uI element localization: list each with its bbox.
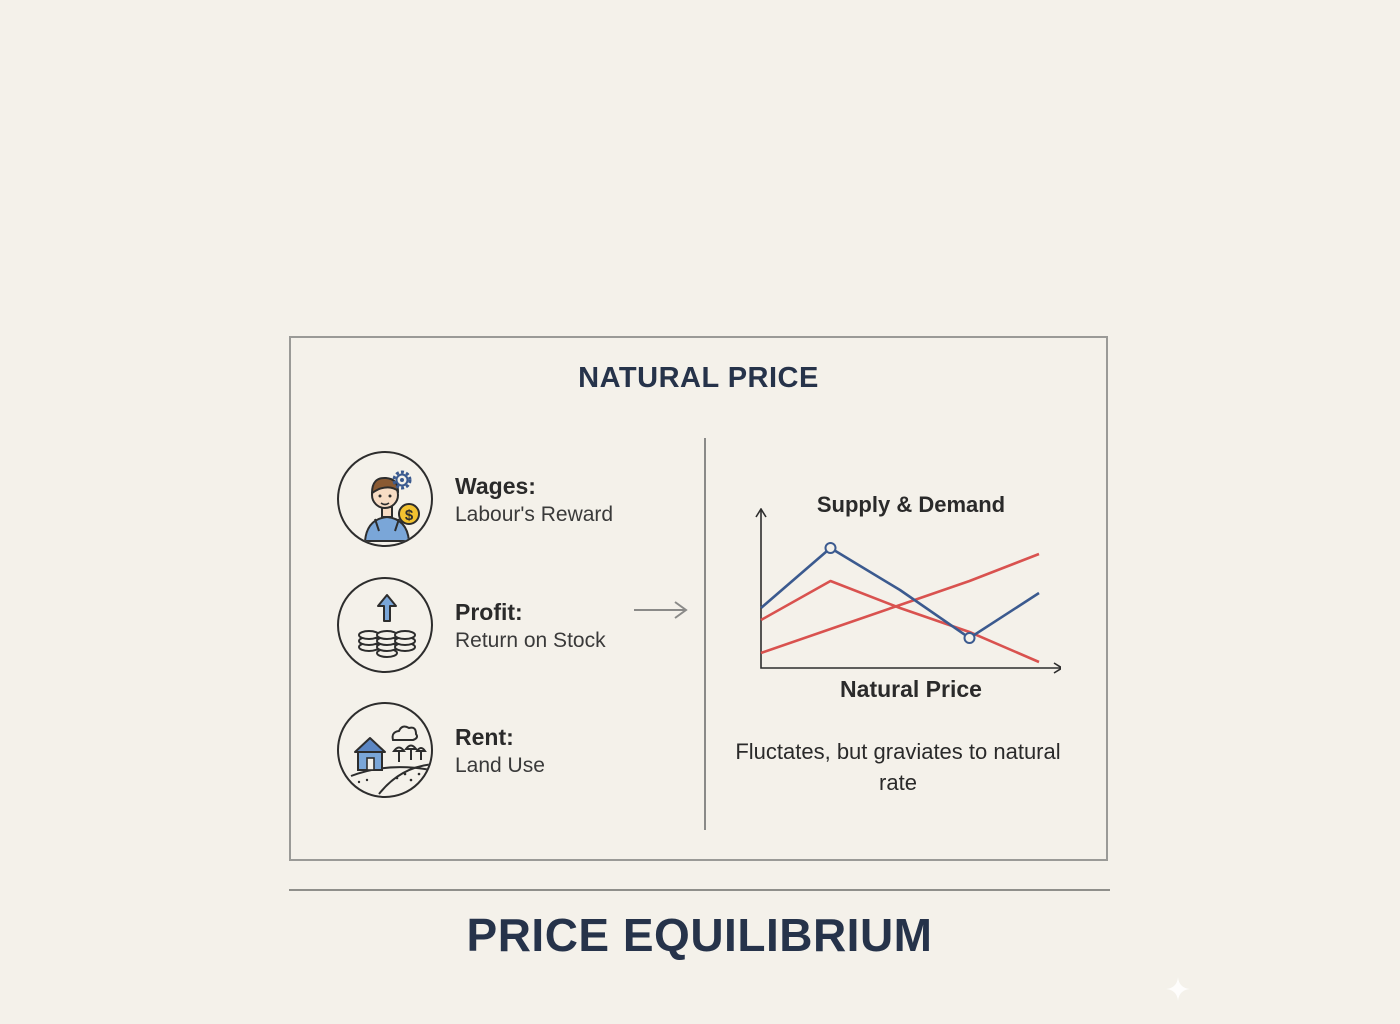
svg-text:$: $ xyxy=(405,507,414,524)
chart-caption: Fluctates, but graviates to natural rate xyxy=(735,739,1061,795)
supply-demand-chart xyxy=(755,508,1061,674)
factor-desc: Land Use xyxy=(455,754,545,777)
coins-icon xyxy=(337,577,433,673)
factor-desc: Return on Stock xyxy=(455,629,606,652)
factor-name: Wages: xyxy=(455,473,536,499)
factor-wages: $ Wages: Labour's Reward xyxy=(337,451,667,551)
x-axis-arrow xyxy=(1053,662,1061,674)
chart-x-label: Natural Price xyxy=(840,676,982,702)
series-line-1 xyxy=(760,579,1040,664)
factor-rent: Rent: Land Use xyxy=(337,702,667,802)
land-icon xyxy=(337,702,433,798)
factor-desc: Labour's Reward xyxy=(455,503,614,526)
vertical-divider xyxy=(704,438,706,830)
series-line-2 xyxy=(760,552,1040,655)
panel-title: NATURAL PRICE xyxy=(578,362,819,394)
footer-title: PRICE EQUILIBRIUM xyxy=(466,909,933,961)
y-axis-arrow xyxy=(755,508,767,518)
chart-title: Supply & Demand xyxy=(816,492,1006,517)
worker-icon: $ xyxy=(337,451,433,547)
data-point xyxy=(824,542,837,554)
factor-profit: Profit: Return on Stock xyxy=(337,577,667,677)
sparkle-icon xyxy=(1166,977,1190,1001)
right-arrow-icon xyxy=(634,601,688,619)
natural-price-panel: NATURAL PRICE xyxy=(289,336,1108,861)
series-line-0 xyxy=(760,546,1040,640)
factor-name: Profit: xyxy=(455,599,523,625)
horizontal-divider xyxy=(289,889,1110,891)
data-point xyxy=(963,632,976,644)
factor-name: Rent: xyxy=(455,724,514,750)
chart-axes xyxy=(760,510,1061,669)
